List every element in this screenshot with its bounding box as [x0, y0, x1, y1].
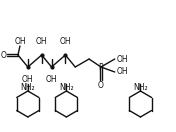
Text: OH: OH	[59, 37, 71, 46]
Text: OH: OH	[14, 37, 26, 46]
Text: NH₂: NH₂	[21, 84, 35, 93]
Text: OH: OH	[117, 55, 128, 63]
Text: OH: OH	[36, 37, 48, 46]
Text: O: O	[0, 51, 6, 60]
Text: OH: OH	[117, 67, 128, 77]
Text: OH: OH	[22, 76, 34, 84]
Text: O: O	[98, 81, 104, 89]
Text: OH: OH	[46, 76, 57, 84]
Text: NH₂: NH₂	[133, 84, 148, 93]
Text: NH₂: NH₂	[59, 84, 74, 93]
Text: P: P	[99, 62, 103, 72]
